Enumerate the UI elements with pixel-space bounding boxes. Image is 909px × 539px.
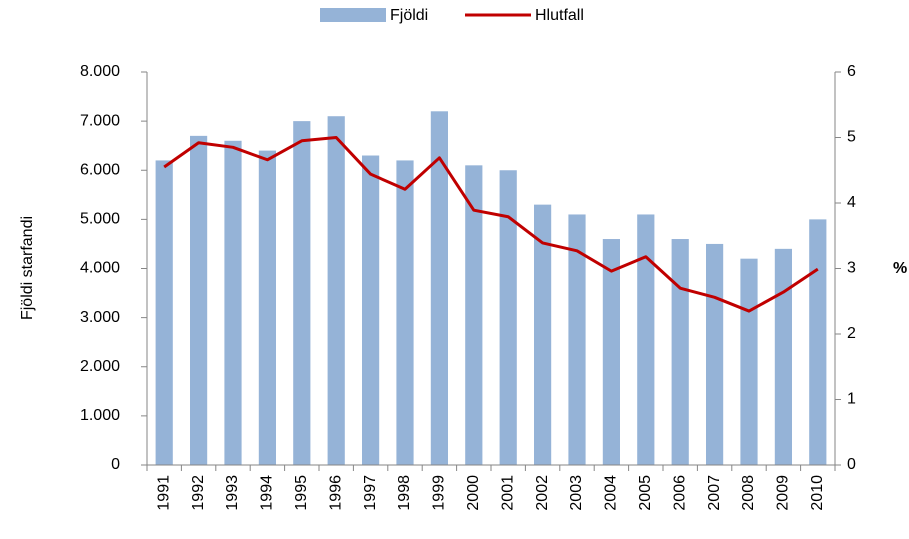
y2-tick-label: 1 (847, 391, 856, 408)
bar (465, 165, 483, 465)
y2-tick-label: 2 (847, 325, 856, 342)
bar (258, 150, 276, 465)
bar (190, 135, 208, 466)
x-tick-label: 1992 (190, 475, 207, 511)
x-tick-label: 1993 (224, 475, 241, 511)
bar (396, 160, 414, 466)
legend-label: Hlutfall (535, 7, 584, 24)
x-tick-label: 2006 (671, 475, 688, 511)
bar (602, 239, 620, 465)
bar (327, 116, 345, 466)
bar (362, 155, 380, 465)
x-tick-label: 2010 (809, 475, 826, 511)
bar (809, 219, 827, 465)
bar (224, 140, 242, 465)
x-tick-label: 1994 (259, 475, 276, 511)
y-tick-label: 6.000 (80, 161, 120, 178)
x-tick-label: 1998 (396, 475, 413, 511)
x-tick-label: 2007 (706, 475, 723, 511)
y-tick-label: 1.000 (80, 407, 120, 424)
x-tick-label: 2003 (568, 475, 585, 511)
y2-tick-label: 3 (847, 260, 856, 277)
y-tick-label: 0 (111, 456, 120, 473)
bar (293, 121, 311, 465)
bar (637, 214, 655, 465)
bar (534, 204, 552, 465)
x-tick-label: 2002 (534, 475, 551, 511)
x-tick-label: 2009 (775, 475, 792, 511)
y2-tick-label: 6 (847, 63, 856, 80)
bar (155, 160, 173, 466)
bar (671, 239, 689, 465)
y2-tick-label: 4 (847, 194, 856, 211)
y-tick-label: 2.000 (80, 358, 120, 375)
bar (499, 170, 517, 465)
y-axis-title: Fjöldi starfandi (19, 216, 36, 320)
x-tick-label: 1995 (293, 475, 310, 511)
y2-tick-label: 0 (847, 456, 856, 473)
y-tick-label: 5.000 (80, 211, 120, 228)
x-tick-label: 1996 (327, 475, 344, 511)
line (163, 136, 819, 313)
x-tick-label: 1997 (362, 475, 379, 511)
x-tick-label: 2005 (637, 475, 654, 511)
y-tick-label: 3.000 (80, 309, 120, 326)
y-tick-label: 7.000 (80, 112, 120, 129)
x-tick-label: 2004 (603, 475, 620, 511)
y2-tick-label: 5 (847, 129, 856, 146)
x-tick-label: 1999 (431, 475, 448, 511)
y-tick-label: 4.000 (80, 260, 120, 277)
bar (430, 111, 448, 466)
bar (706, 243, 724, 465)
x-tick-label: 2000 (465, 475, 482, 511)
y-tick-label: 8.000 (80, 63, 120, 80)
legend-swatch (320, 8, 386, 22)
x-tick-label: 2001 (499, 475, 516, 511)
bar (568, 214, 586, 465)
legend-label: Fjöldi (390, 7, 428, 24)
y2-axis-title: % (893, 260, 907, 277)
x-tick-label: 2008 (740, 475, 757, 511)
bar (740, 258, 758, 465)
x-tick-label: 1991 (155, 475, 172, 511)
bar (774, 248, 792, 465)
